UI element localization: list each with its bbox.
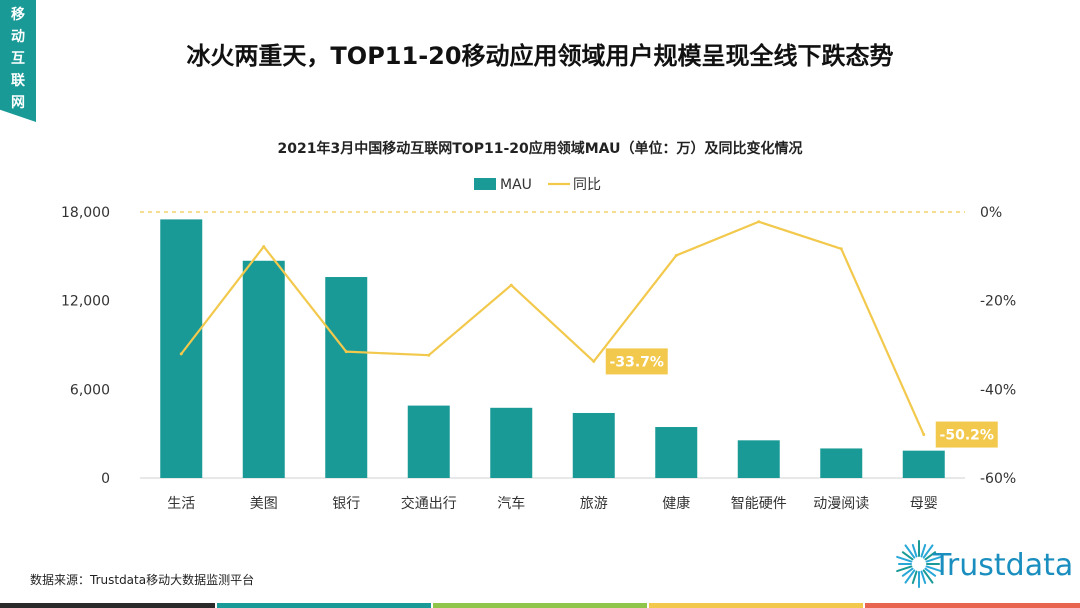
- logo-ray: [920, 543, 927, 558]
- footer-stripe-5: [865, 603, 1080, 608]
- logo-ray: [904, 544, 916, 559]
- bar-mau: [490, 407, 533, 478]
- y-left-tick-label: 18,000: [61, 205, 110, 221]
- bar-mau: [902, 450, 945, 478]
- logo-ray: [904, 569, 916, 584]
- y-left-tick-label: 0: [101, 471, 110, 487]
- x-category-label: 汽车: [497, 495, 525, 512]
- y-right-tick-label: -20%: [980, 294, 1016, 310]
- mau-yoy-chart: 0 6,000 12,000 18,000 0% -20% -40% -60% 生活 美图 银行 交通…: [61, 177, 1016, 512]
- side-tag-text: 移 动 互 联 网: [0, 4, 36, 114]
- point-yoy: [839, 247, 843, 251]
- logo-ray: [896, 565, 913, 573]
- side-tag-char: 互: [11, 51, 25, 67]
- side-tag-char: 联: [11, 73, 25, 89]
- logo-ray: [896, 555, 913, 563]
- x-category-label: 银行: [332, 496, 360, 512]
- legend-label-yoy: 同比: [573, 177, 601, 193]
- footer-stripe-4: [649, 603, 863, 608]
- bar-mau: [655, 427, 698, 478]
- footer-stripe-1: [0, 603, 215, 608]
- x-category-label: 生活: [167, 496, 195, 512]
- page-title: 冰火两重天，TOP11-20移动应用领域用户规模呈现全线下跌态势: [186, 42, 894, 70]
- data-label-bg: [605, 348, 668, 375]
- logo-ray: [925, 565, 941, 573]
- logo-ray: [922, 569, 934, 584]
- logo-ray: [911, 570, 918, 585]
- data-label-bg: [935, 421, 998, 448]
- chart-title: 2021年3月中国移动互联网TOP11-20应用领域MAU（单位：万）及同比变化…: [277, 141, 803, 157]
- logo-ray: [925, 555, 941, 563]
- x-category-label: 智能硬件: [731, 496, 787, 512]
- side-tag: [0, 0, 36, 122]
- sunburst-icon: [896, 540, 941, 588]
- side-tag-char: 移: [11, 7, 25, 23]
- point-yoy: [344, 350, 348, 354]
- point-yoy: [179, 352, 183, 356]
- logo-ray: [924, 567, 937, 577]
- bar-mau: [820, 448, 863, 478]
- legend-swatch-mau: [474, 178, 496, 190]
- point-yoy: [427, 353, 431, 357]
- bar-mau: [160, 219, 203, 478]
- x-category-label: 健康: [662, 495, 690, 512]
- line-yoy: [180, 220, 925, 435]
- footer-stripe-2: [217, 603, 431, 608]
- legend-label-mau: MAU: [500, 177, 532, 193]
- bar-mau: [737, 440, 780, 478]
- y-right-tick-label: -60%: [980, 471, 1016, 487]
- bar-mau: [572, 412, 615, 478]
- x-category-label: 美图: [250, 496, 278, 512]
- y-left-tick-label: 6,000: [70, 382, 110, 398]
- footer-stripe-3: [433, 603, 647, 608]
- data-label-yoy: -33.7%: [610, 354, 664, 370]
- bar-mau: [325, 277, 368, 478]
- point-yoy: [592, 359, 596, 363]
- side-tag-char: 网: [11, 95, 25, 111]
- x-category-label: 动漫阅读: [813, 495, 869, 512]
- logo-ray: [920, 570, 927, 585]
- point-yoy: [509, 283, 513, 287]
- y-right-tick-label: 0%: [980, 205, 1002, 221]
- side-tag-char: 动: [11, 29, 25, 45]
- trustdata-logo: Trustdata: [893, 534, 1073, 596]
- logo-ray: [911, 543, 918, 558]
- y-left-tick-label: 12,000: [61, 294, 110, 310]
- bar-mau: [407, 405, 450, 478]
- y-right-tick-label: -40%: [980, 382, 1016, 398]
- data-source: 数据来源：Trustdata移动大数据监测平台: [30, 573, 255, 587]
- logo-ray: [901, 567, 914, 577]
- point-yoy: [674, 253, 678, 257]
- point-yoy: [922, 433, 926, 437]
- logo-ray: [924, 551, 937, 561]
- x-category-label: 母婴: [910, 496, 938, 512]
- logo-ray: [901, 551, 914, 561]
- bar-mau: [242, 260, 285, 478]
- logo-ray: [922, 544, 934, 559]
- point-yoy: [262, 245, 266, 249]
- data-label-yoy: -50.2%: [940, 428, 994, 444]
- logo-text: Trustdata: [933, 548, 1074, 583]
- x-category-label: 旅游: [580, 496, 608, 512]
- x-category-label: 交通出行: [401, 495, 457, 512]
- point-yoy: [757, 220, 761, 224]
